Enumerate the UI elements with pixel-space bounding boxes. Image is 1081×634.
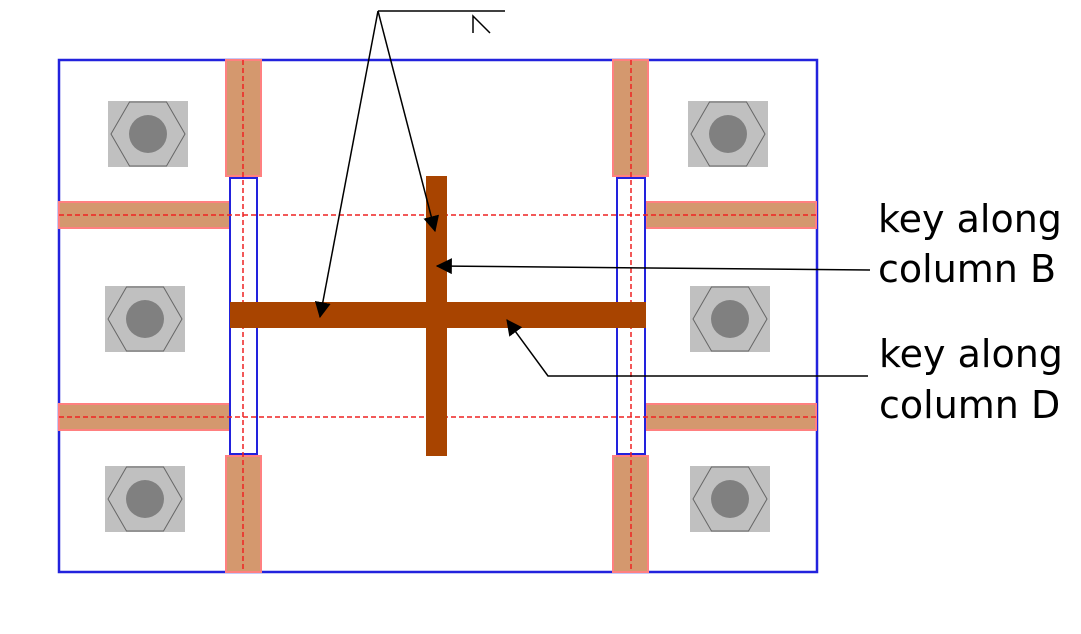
bolts — [105, 101, 770, 532]
hex-bolt-icon — [688, 101, 768, 167]
strip-col-left-bottom — [225, 455, 262, 573]
label-key-column-d-line2: column D — [879, 383, 1060, 427]
weld-leader-to-key-d — [314, 10, 379, 319]
label-key-column-b-line1: key along — [878, 197, 1062, 241]
hex-bolt-icon — [690, 286, 770, 352]
label-key-column-b-line2: column B — [878, 247, 1056, 291]
label-key-column-d-line1: key along — [879, 332, 1063, 376]
outer-frame — [57, 58, 819, 574]
strip-col-right-bottom — [612, 455, 649, 573]
hex-bolt-icon — [108, 101, 188, 167]
weld-leader-to-key-b — [377, 10, 440, 233]
leader-key-column-b — [435, 258, 871, 275]
leader-key-column-d — [506, 319, 868, 377]
hex-bolt-icon — [105, 466, 185, 532]
hex-bolt-icon — [105, 286, 185, 352]
weld-symbol-icon — [314, 10, 505, 319]
hex-bolt-icon — [690, 466, 770, 532]
key-column-d — [230, 302, 646, 328]
